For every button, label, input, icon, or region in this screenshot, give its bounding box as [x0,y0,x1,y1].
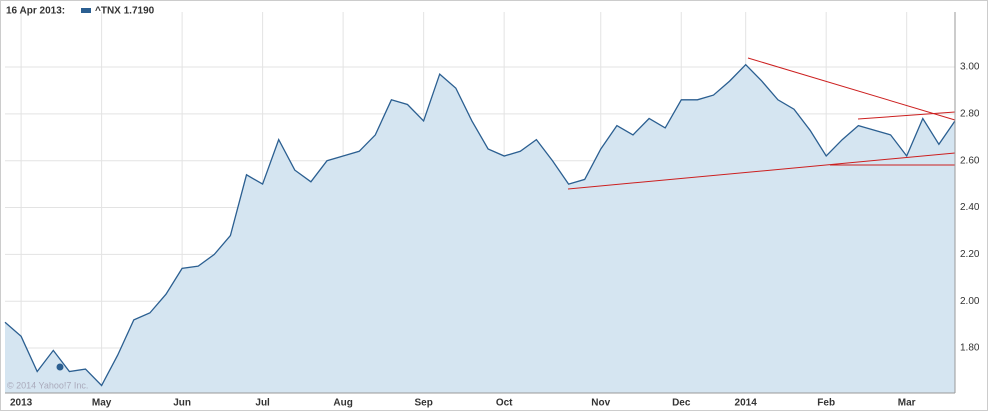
y-tick-label: 2.80 [960,109,980,120]
x-tick-label: Aug [333,398,352,409]
y-tick-label: 1.80 [960,343,980,354]
axes: 1.80 2.00 2.20 2.40 2.60 2.80 3.00 2013 May Jun Ju… [5,12,980,409]
area [5,64,955,393]
legend-swatch [81,8,91,13]
x-tick-label: Jul [255,398,270,409]
trend-line [567,152,956,190]
hover-marker [56,363,64,371]
y-tick-label: 2.40 [960,202,980,213]
x-tick-label: 2014 [735,398,758,409]
watermark: © 2014 Yahoo!7 Inc. [7,380,88,390]
y-tick-label: 2.60 [960,155,980,166]
plot [4,63,956,393]
trend-line [857,111,956,120]
x-tick-label: Mar [898,398,916,409]
x-tick-label: 2013 [10,398,33,409]
x-tick-label: Jun [173,398,191,409]
y-tick-label: 2.00 [960,296,980,307]
line [4,63,956,387]
header-date: 16 Apr 2013: [6,6,65,17]
x-tick-label: Feb [817,398,835,409]
x-tick-label: Nov [591,398,610,409]
x-tick-label: May [92,398,112,409]
y-tick-label: 2.20 [960,249,980,260]
trend-lines [567,57,956,190]
x-tick-label: Sep [414,398,432,409]
y-tick-label: 3.00 [960,62,980,73]
x-tick-label: Dec [672,398,691,409]
legend-label: ^TNX 1.7190 [95,6,155,17]
x-tick-label: Oct [496,398,513,409]
trend-line [747,57,956,121]
